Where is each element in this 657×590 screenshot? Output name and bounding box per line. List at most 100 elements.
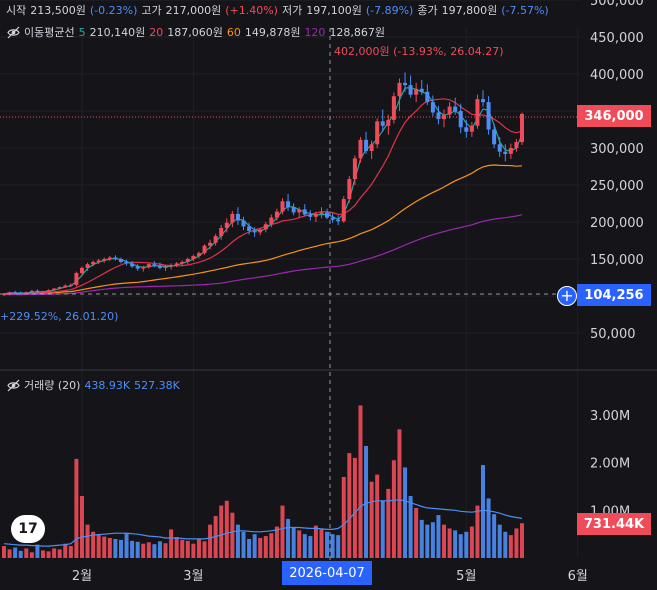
candle-body [213, 236, 218, 243]
close-change: (-7.57%) [501, 3, 549, 17]
ma5-line [3, 86, 523, 295]
candle-body [146, 264, 151, 268]
candle-body [57, 287, 62, 289]
volume-bar [74, 458, 79, 558]
candle-body [391, 96, 396, 120]
volume-bar [102, 536, 107, 558]
candle-body [79, 267, 84, 274]
candle-body [447, 106, 452, 115]
volume-ma-polyline [3, 499, 523, 547]
volume-bar [252, 534, 257, 558]
price-tick-label: 450,000 [590, 31, 644, 46]
volume-bar [286, 518, 291, 558]
volume-bar [364, 445, 369, 558]
volume-bar [519, 523, 525, 558]
volume-bar [191, 543, 196, 558]
candle-body [118, 259, 123, 262]
open-value: 213,500원 [30, 4, 86, 17]
volume-bar [185, 540, 190, 558]
volume-bar [57, 549, 62, 558]
low-change: (-7.89%) [365, 3, 414, 17]
candle-body [13, 292, 18, 294]
visibility-toggle-icon[interactable] [6, 378, 20, 392]
volume-bar [130, 540, 135, 558]
volume-bar [247, 538, 252, 558]
volume-bar [297, 530, 302, 558]
volume-bar [40, 550, 45, 558]
candle-body [180, 261, 185, 264]
candle-body [508, 148, 513, 154]
candle-body [403, 82, 408, 86]
candle-body [419, 88, 424, 92]
candle-body [202, 245, 207, 254]
candle-body [358, 139, 363, 159]
volume-bar [135, 541, 140, 558]
volume-bar [419, 519, 424, 558]
candle-body [274, 211, 279, 218]
volume-bar [163, 543, 168, 558]
candle-body [163, 266, 168, 268]
volume-bar [85, 524, 90, 558]
volume-bar [146, 542, 151, 558]
candle-body [74, 273, 79, 285]
grid-lines [0, 0, 580, 558]
volume-legend[interactable]: 거래량 (20) 438.93K 527.38K [6, 377, 180, 393]
volume-bar [436, 515, 441, 558]
volume-bar [464, 531, 469, 558]
candle-body [52, 288, 57, 291]
candle-body [347, 179, 352, 200]
volume-bar [241, 531, 246, 558]
candle-body [102, 259, 107, 261]
price-tick-label: 250,000 [590, 179, 644, 194]
tradingview-logo[interactable]: 17 [11, 515, 45, 543]
volume-bar [7, 549, 12, 558]
price-tick-label: 500,000 [590, 0, 644, 9]
candle-body [107, 257, 112, 259]
ma120-value: 128,867원 [329, 26, 386, 39]
crosshair-price-tag: 104,256 [577, 284, 651, 306]
candle-body [519, 113, 525, 143]
volume-bar [319, 529, 324, 558]
ma120-line [3, 214, 523, 296]
price-tick-label: 50,000 [590, 327, 636, 342]
time-tick-label: 6월 [568, 569, 588, 584]
candle-body [486, 102, 491, 130]
volume-bar [481, 465, 486, 558]
low-value: 197,100원 [306, 4, 362, 17]
ma5-period: 5 [78, 25, 86, 39]
volume-bar [403, 467, 408, 558]
volume-bar [397, 429, 402, 558]
volume-bar [492, 514, 497, 558]
volume-bar [141, 543, 146, 558]
volume-bar [336, 535, 341, 558]
add-alert-plus-icon[interactable]: + [557, 286, 577, 306]
volume-value-1: 438.93K [84, 378, 131, 392]
candle-body [302, 209, 307, 215]
volume-bar [469, 526, 474, 558]
volume-bar [369, 481, 374, 558]
volume-bar [269, 533, 274, 558]
volume-tick-label: 2.00M [590, 457, 630, 472]
candlesticks [1, 72, 525, 296]
candle-body [24, 292, 29, 294]
volume-bar [486, 498, 491, 558]
volume-bar [497, 524, 502, 558]
volume-bar [196, 538, 201, 558]
volume-bar [302, 534, 307, 558]
last-volume-tag: 731.44K [577, 513, 651, 535]
candle-body [341, 199, 346, 222]
low-marker-annotation: +229.52%, 26.01.20) [0, 310, 119, 323]
volume-bar [180, 539, 185, 558]
close-label: 종가 [417, 4, 438, 17]
close-value: 197,800원 [441, 4, 498, 17]
candle-body [113, 257, 118, 259]
candle-body [157, 265, 162, 268]
volume-bar [358, 405, 363, 558]
candle-body [40, 291, 45, 293]
visibility-toggle-icon[interactable] [6, 25, 20, 39]
ma-legend[interactable]: 이동평균선 5 210,140원 20 187,060원 60 149,878원… [6, 24, 385, 40]
high-change: (+1.40%) [225, 3, 278, 17]
price-tick-label: 400,000 [590, 68, 644, 83]
candle-body [492, 129, 497, 145]
candle-body [35, 290, 40, 293]
